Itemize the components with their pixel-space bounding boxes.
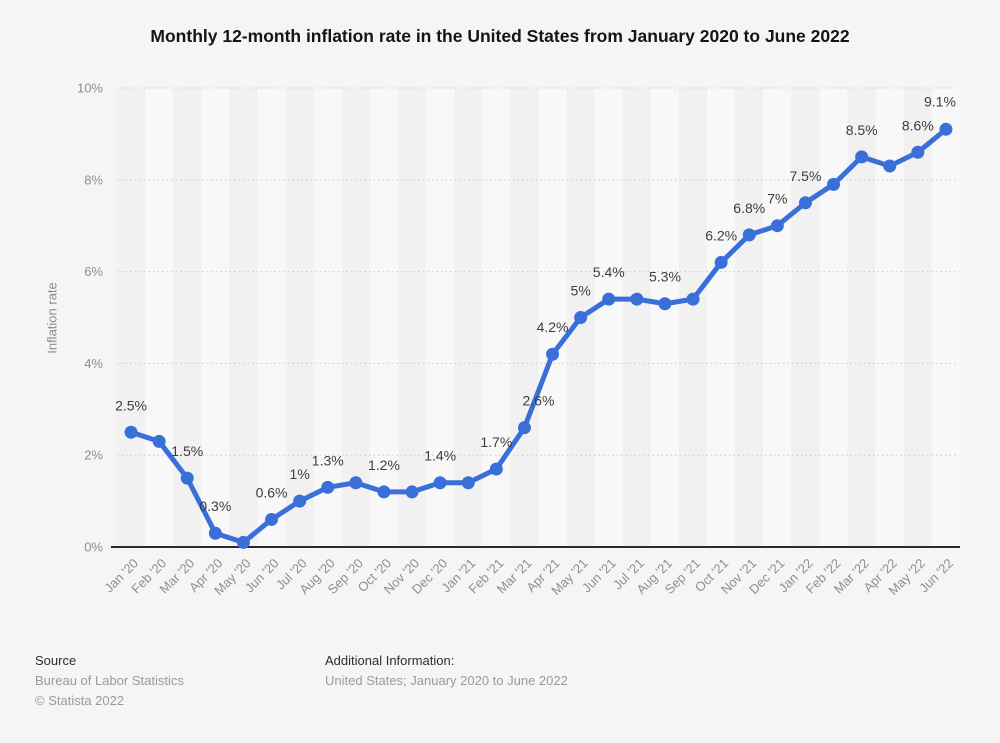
point-value-label: 0.6%: [256, 484, 288, 500]
plot-band: [285, 88, 314, 547]
data-point[interactable]: [124, 425, 138, 439]
data-point[interactable]: [265, 512, 279, 526]
data-point[interactable]: [798, 196, 812, 210]
plot-band: [679, 88, 708, 547]
point-value-label: 5.4%: [593, 264, 625, 280]
plot-band: [454, 88, 483, 547]
data-point[interactable]: [883, 159, 897, 173]
plot-band: [931, 88, 960, 547]
data-point[interactable]: [546, 347, 560, 361]
additional-info-block: Additional Information: United States; J…: [325, 651, 568, 691]
data-point[interactable]: [827, 177, 841, 191]
plot-band: [173, 88, 202, 547]
data-point[interactable]: [686, 292, 700, 306]
plot-band: [369, 88, 398, 547]
data-point[interactable]: [349, 476, 363, 490]
point-value-label: 1.7%: [480, 434, 512, 450]
plot-band: [201, 88, 230, 547]
data-point[interactable]: [236, 535, 250, 549]
data-point[interactable]: [461, 476, 475, 490]
plot-band: [594, 88, 623, 547]
data-point[interactable]: [939, 122, 953, 136]
data-point[interactable]: [855, 150, 869, 164]
plot-band: [622, 88, 651, 547]
additional-info-text: United States; January 2020 to June 2022: [325, 673, 568, 688]
plot-band: [903, 88, 932, 547]
y-tick-label: 4%: [84, 356, 103, 371]
data-point[interactable]: [517, 421, 531, 435]
data-point[interactable]: [574, 311, 588, 324]
plot-band: [510, 88, 539, 547]
point-value-label: 1.5%: [171, 443, 203, 459]
y-tick-label: 2%: [84, 448, 103, 463]
point-value-label: 8.5%: [846, 122, 878, 138]
point-value-label: 1.2%: [368, 457, 400, 473]
plot-band: [313, 88, 342, 547]
plot-band: [875, 88, 904, 547]
plot-band: [763, 88, 792, 547]
data-point[interactable]: [602, 292, 616, 306]
plot-band: [538, 88, 567, 547]
data-point[interactable]: [377, 485, 391, 499]
data-point[interactable]: [405, 485, 419, 499]
copyright-notice: © Statista 2022: [35, 693, 125, 708]
y-axis-title: Inflation rate: [44, 282, 60, 354]
data-point[interactable]: [208, 526, 222, 540]
plot-band: [229, 88, 258, 547]
data-point[interactable]: [152, 434, 166, 448]
point-value-label: 1%: [290, 466, 310, 482]
plot-band: [819, 88, 848, 547]
data-point[interactable]: [770, 219, 784, 233]
data-point[interactable]: [293, 494, 307, 508]
chart-title: Monthly 12-month inflation rate in the U…: [150, 26, 850, 46]
plot-band: [257, 88, 286, 547]
point-value-label: 6.8%: [733, 200, 765, 216]
point-value-label: 4.2%: [537, 319, 569, 335]
data-point[interactable]: [489, 462, 503, 476]
additional-info-heading: Additional Information:: [325, 653, 455, 668]
source-block: Source Bureau of Labor Statistics © Stat…: [35, 651, 184, 711]
plot-band: [482, 88, 511, 547]
data-point[interactable]: [180, 471, 194, 485]
point-value-label: 2.5%: [115, 397, 147, 413]
point-value-label: 2.6%: [522, 393, 554, 409]
plot-band: [791, 88, 820, 547]
source-heading: Source: [35, 653, 77, 668]
point-value-label: 8.6%: [902, 117, 934, 133]
data-point[interactable]: [433, 476, 447, 490]
point-value-label: 5%: [571, 283, 591, 299]
plot-band: [707, 88, 736, 547]
plot-band: [426, 88, 455, 547]
plot-band: [145, 88, 174, 547]
point-value-label: 7.5%: [789, 168, 821, 184]
point-value-label: 7%: [767, 191, 787, 207]
data-point[interactable]: [321, 480, 335, 494]
point-value-label: 1.4%: [424, 448, 456, 464]
y-tick-label: 10%: [77, 81, 103, 96]
point-value-label: 6.2%: [705, 227, 737, 243]
data-point[interactable]: [742, 228, 756, 242]
plot-band: [650, 88, 679, 547]
source-name: Bureau of Labor Statistics: [35, 673, 184, 688]
plot-band: [398, 88, 427, 547]
data-point[interactable]: [630, 292, 644, 306]
plot-band: [341, 88, 370, 547]
plot-band: [735, 88, 764, 547]
data-point[interactable]: [658, 297, 672, 311]
data-point[interactable]: [714, 255, 728, 269]
y-tick-label: 8%: [84, 172, 103, 187]
point-value-label: 9.1%: [924, 93, 956, 109]
y-tick-label: 6%: [84, 264, 103, 279]
y-tick-label: 0%: [84, 540, 103, 555]
point-value-label: 1.3%: [312, 452, 344, 468]
point-value-label: 0.3%: [199, 498, 231, 514]
point-value-label: 5.3%: [649, 269, 681, 285]
data-point[interactable]: [911, 145, 925, 159]
plot-band: [117, 88, 146, 547]
